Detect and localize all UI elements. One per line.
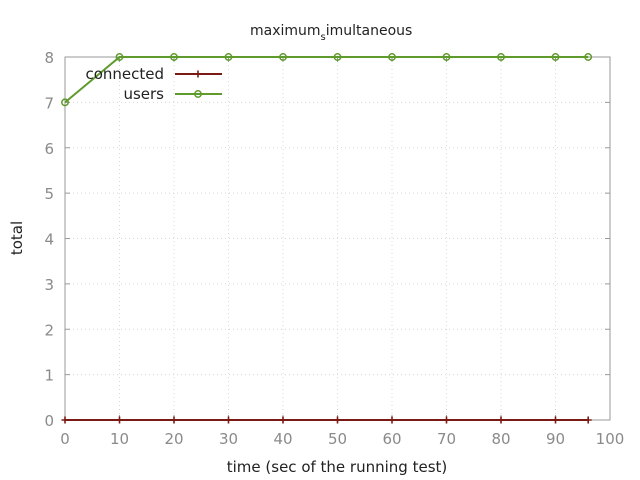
x-tick-label-20: 20 bbox=[164, 430, 183, 448]
point-users-70 bbox=[442, 53, 451, 61]
series-users bbox=[61, 53, 593, 107]
x-tick-label-0: 0 bbox=[60, 430, 70, 448]
x-tick-label-60: 60 bbox=[382, 430, 401, 448]
legend-marker-connected bbox=[194, 70, 202, 78]
point-connected-10 bbox=[116, 416, 123, 424]
x-tick-label-70: 70 bbox=[437, 430, 456, 448]
point-users-30 bbox=[224, 53, 233, 61]
point-connected-40 bbox=[279, 416, 287, 424]
legend: connected users bbox=[85, 65, 222, 103]
legend-label-connected: connected bbox=[85, 65, 164, 83]
ticks: 0 10 20 30 40 50 60 70 80 90 100 0 1 2 3 4 5 6 7 8 bbox=[44, 49, 624, 448]
point-connected-90 bbox=[552, 416, 559, 424]
x-tick-label-30: 30 bbox=[219, 430, 238, 448]
point-connected-0 bbox=[61, 416, 69, 424]
point-connected-60 bbox=[388, 416, 396, 424]
x-tick-label-80: 80 bbox=[491, 430, 510, 448]
y-axis-label: total bbox=[8, 221, 26, 255]
legend-label-users: users bbox=[123, 85, 164, 103]
grid bbox=[65, 57, 610, 420]
point-users-0 bbox=[61, 98, 69, 107]
point-connected-96 bbox=[584, 416, 592, 424]
point-users-90 bbox=[551, 53, 560, 61]
series-connected bbox=[61, 416, 592, 424]
x-axis-label: time (sec of the running test) bbox=[227, 458, 448, 476]
point-users-20 bbox=[170, 53, 178, 61]
y-tick-label-6: 6 bbox=[44, 140, 54, 158]
y-tick-label-5: 5 bbox=[44, 185, 54, 203]
legend-marker-users bbox=[194, 90, 202, 98]
point-connected-20 bbox=[170, 416, 178, 424]
y-tick-label-8: 8 bbox=[44, 49, 54, 67]
y-tick-label-0: 0 bbox=[44, 412, 54, 430]
x-tick-label-90: 90 bbox=[546, 430, 565, 448]
x-tick-label-100: 100 bbox=[596, 430, 625, 448]
point-users-40 bbox=[279, 53, 287, 61]
x-tick-label-10: 10 bbox=[110, 430, 129, 448]
point-users-60 bbox=[388, 53, 396, 61]
point-users-96 bbox=[584, 53, 593, 61]
point-users-10 bbox=[115, 53, 124, 61]
point-connected-80 bbox=[497, 416, 505, 424]
y-tick-label-2: 2 bbox=[44, 321, 54, 339]
series-layer bbox=[61, 53, 593, 424]
chart-title: maximumsimultaneous bbox=[250, 23, 412, 43]
series-line-users bbox=[64, 56, 589, 104]
point-connected-50 bbox=[334, 416, 341, 424]
point-connected-30 bbox=[225, 416, 232, 424]
point-connected-70 bbox=[443, 416, 450, 424]
point-users-80 bbox=[497, 53, 505, 61]
point-users-50 bbox=[333, 53, 342, 61]
y-tick-label-1: 1 bbox=[44, 367, 54, 385]
y-tick-label-4: 4 bbox=[44, 231, 54, 249]
y-tick-label-3: 3 bbox=[44, 276, 54, 294]
x-tick-label-40: 40 bbox=[273, 430, 292, 448]
y-tick-label-7: 7 bbox=[44, 94, 54, 112]
x-tick-label-50: 50 bbox=[328, 430, 347, 448]
